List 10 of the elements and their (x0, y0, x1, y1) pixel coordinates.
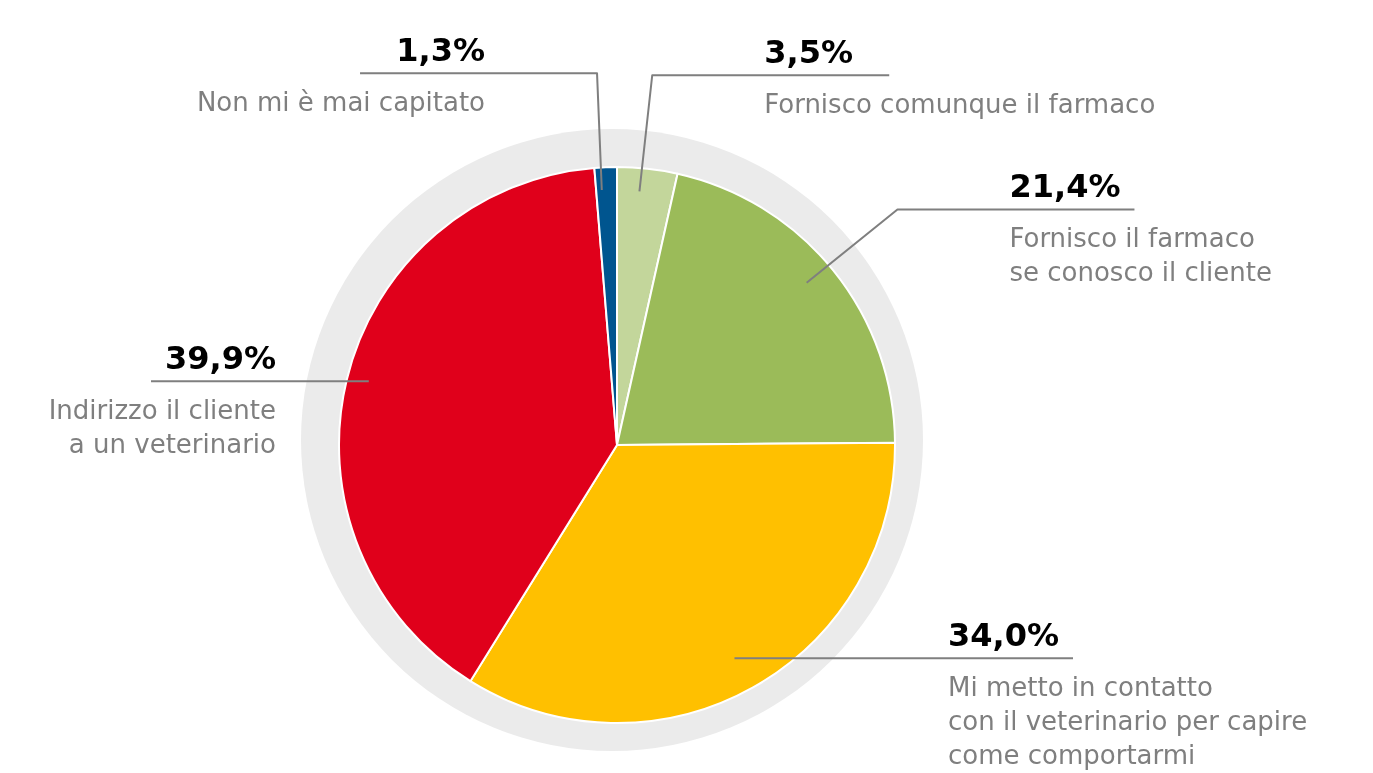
slice-label: Mi metto in contatto con il veterinario per capire come comportarmi (948, 672, 1308, 771)
data-label: 34,0% (948, 616, 1060, 655)
data-label: 21,4% (1009, 167, 1121, 206)
slice-label: Fornisco il farmaco se conosco il cliente (1009, 223, 1272, 288)
slice-label: Non mi è mai capitato (196, 87, 486, 118)
data-label: 39,9% (164, 339, 276, 378)
slice-label: Indirizzo il cliente a un veterinario (48, 395, 276, 460)
data-label: 3,5% (764, 33, 853, 72)
slice-label: Fornisco comunque il farmaco (764, 89, 1156, 120)
data-label: 1,3% (396, 31, 486, 70)
